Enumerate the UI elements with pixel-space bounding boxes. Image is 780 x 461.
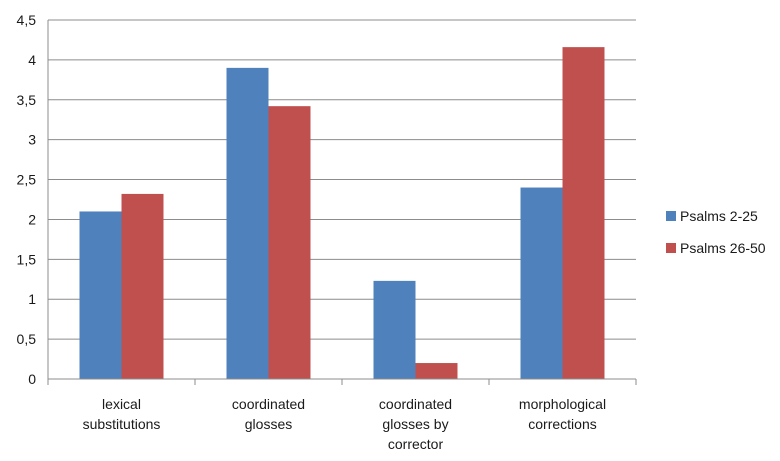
x-category-label: lexical (102, 396, 141, 412)
x-category-label: corrector (388, 436, 444, 452)
y-tick-label: 3 (28, 132, 36, 148)
x-category-label: glosses by (382, 416, 448, 432)
x-category-label: coordinated (379, 396, 452, 412)
bar-1 (226, 67, 269, 379)
bar-2 (562, 47, 605, 379)
bar-2 (121, 193, 164, 379)
y-tick-label: 4 (28, 52, 36, 68)
legend-swatch-2 (666, 243, 676, 253)
bars (79, 47, 605, 379)
bar-1 (373, 280, 416, 379)
legend: Psalms 2-25 Psalms 26-50 (666, 208, 766, 256)
legend-swatch-1 (666, 211, 676, 221)
x-category-label: morphological (519, 396, 606, 412)
y-tick-label: 2,5 (17, 172, 37, 188)
axes: 0 0,5 1 1,5 2 2,5 3 3,5 4 4,5 lexical substitutions… (17, 12, 637, 452)
legend-label-2: Psalms 26-50 (680, 240, 766, 256)
y-tick-label: 0,5 (17, 331, 37, 347)
x-category-label: corrections (528, 416, 596, 432)
bar-2 (268, 106, 311, 379)
y-tick-label: 2 (28, 211, 36, 227)
y-tick-label: 1,5 (17, 251, 37, 267)
legend-label-1: Psalms 2-25 (680, 208, 758, 224)
bar-1 (520, 187, 563, 379)
y-tick-label: 4,5 (17, 12, 37, 28)
y-tick-label: 0 (28, 371, 36, 387)
bar-1 (79, 211, 122, 379)
y-tick-label: 1 (28, 291, 36, 307)
x-category-label: coordinated (232, 396, 305, 412)
bar-2 (415, 363, 458, 379)
x-category-label: substitutions (83, 416, 161, 432)
y-tick-label: 3,5 (17, 92, 37, 108)
x-category-label: glosses (245, 416, 292, 432)
